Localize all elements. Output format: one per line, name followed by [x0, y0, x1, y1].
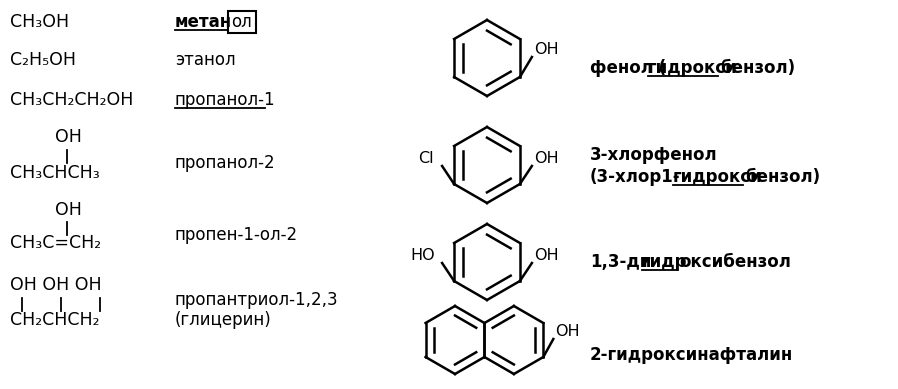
Text: OH: OH	[55, 128, 82, 146]
Text: оксибензол: оксибензол	[679, 253, 791, 271]
Text: CH₃C=CH₂: CH₃C=CH₂	[10, 234, 101, 252]
Text: гидрокси: гидрокси	[648, 59, 738, 77]
Text: 1,3-ди: 1,3-ди	[590, 253, 651, 271]
Text: OH: OH	[555, 324, 580, 338]
Text: C₂H₅OH: C₂H₅OH	[10, 51, 76, 69]
Text: 2-гидроксинафталин: 2-гидроксинафталин	[590, 346, 793, 364]
Text: бензол): бензол)	[720, 59, 795, 77]
Text: OH: OH	[534, 151, 559, 165]
Text: этанол: этанол	[175, 51, 235, 69]
Text: фенол (: фенол (	[590, 59, 666, 77]
Text: гидр: гидр	[642, 253, 688, 271]
Text: OH: OH	[534, 42, 559, 56]
Text: пропанол-2: пропанол-2	[175, 154, 276, 172]
Text: HO: HO	[410, 247, 435, 263]
Text: 3-хлорфенол: 3-хлорфенол	[590, 146, 718, 164]
Text: CH₃CHCH₃: CH₃CHCH₃	[10, 164, 100, 182]
Text: метан: метан	[175, 13, 232, 31]
Text: OH OH OH: OH OH OH	[10, 276, 101, 294]
Text: CH₃CH₂CH₂OH: CH₃CH₂CH₂OH	[10, 91, 134, 109]
Text: ол: ол	[231, 13, 251, 31]
Text: OH: OH	[534, 247, 559, 263]
Text: пропантриол-1,2,3: пропантриол-1,2,3	[175, 291, 339, 309]
Text: OH: OH	[55, 201, 82, 219]
Text: бензол): бензол)	[745, 168, 820, 186]
Text: пропен-1-ол-2: пропен-1-ол-2	[175, 226, 298, 244]
Text: гидрокси: гидрокси	[673, 168, 762, 186]
Text: пропанол-1: пропанол-1	[175, 91, 276, 109]
Text: Cl: Cl	[418, 151, 434, 165]
Text: (глицерин): (глицерин)	[175, 311, 272, 329]
Text: CH₃OH: CH₃OH	[10, 13, 69, 31]
Text: CH₂CHCH₂: CH₂CHCH₂	[10, 311, 100, 329]
Text: (3-хлор1-: (3-хлор1-	[590, 168, 681, 186]
